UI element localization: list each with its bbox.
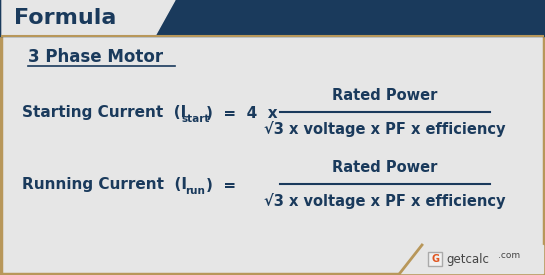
Text: √3 x voltage x PF x efficiency: √3 x voltage x PF x efficiency <box>264 193 506 209</box>
Text: Formula: Formula <box>14 8 117 28</box>
Text: )  =: ) = <box>206 177 236 192</box>
Polygon shape <box>2 0 175 36</box>
Text: Running Current  (I: Running Current (I <box>22 177 187 192</box>
Text: getcalc: getcalc <box>446 252 489 265</box>
Text: .com: .com <box>498 252 520 260</box>
Text: Rated Power: Rated Power <box>332 89 438 103</box>
Polygon shape <box>400 245 543 273</box>
Text: )  =  4  x: ) = 4 x <box>206 106 277 120</box>
Text: Rated Power: Rated Power <box>332 161 438 175</box>
Text: 3 Phase Motor: 3 Phase Motor <box>28 48 163 66</box>
FancyBboxPatch shape <box>428 252 442 266</box>
Text: Starting Current  (I: Starting Current (I <box>22 106 186 120</box>
Text: run: run <box>185 186 205 196</box>
Text: start: start <box>182 114 210 124</box>
Text: √3 x voltage x PF x efficiency: √3 x voltage x PF x efficiency <box>264 121 506 137</box>
Text: G: G <box>431 254 439 264</box>
